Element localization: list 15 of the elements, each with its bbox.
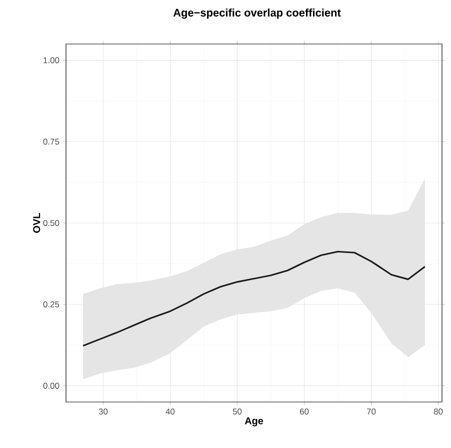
x-axis-title: Age: [244, 417, 264, 426]
line-series: [82, 250, 426, 346]
y-tick-label: 0.25: [43, 301, 60, 308]
y-tick-label: 1.00: [44, 57, 60, 64]
x-tick-label: 60: [300, 408, 309, 415]
x-tick-label: 30: [98, 408, 108, 415]
x-tick-label: 80: [434, 408, 443, 415]
x-tick-label: 40: [166, 408, 175, 415]
y-tick-label: 0.75: [43, 138, 60, 145]
x-tick-label: 50: [232, 408, 242, 415]
y-tick-label: 0.00: [43, 382, 60, 389]
y-tick-label: 0.50: [43, 220, 60, 226]
chart-title: Age−specific overlap coefficient: [173, 8, 341, 19]
x-tick-label: 70: [367, 408, 376, 415]
y-axis-title: OVL: [33, 213, 40, 233]
